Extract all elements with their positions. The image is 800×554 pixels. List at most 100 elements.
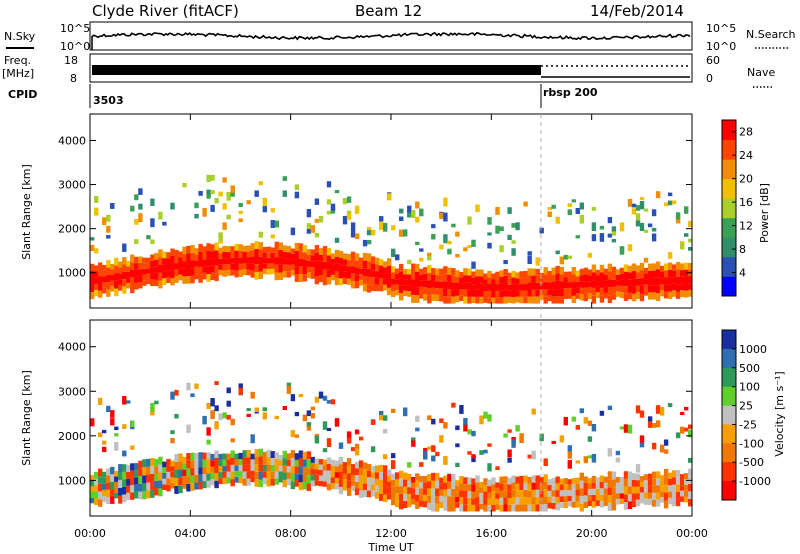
heatmap-cell <box>499 504 504 512</box>
heatmap-cell <box>330 483 336 490</box>
heatmap-cell <box>527 497 532 505</box>
heatmap-cell <box>571 416 576 422</box>
heatmap-cell <box>411 477 416 483</box>
heatmap-cell <box>579 503 584 512</box>
heatmap-cell <box>370 270 376 278</box>
heatmap-cell <box>627 265 633 273</box>
heatmap-cell <box>403 279 408 286</box>
heatmap-cell <box>366 470 372 478</box>
heatmap-cell <box>258 464 263 472</box>
heatmap-cell <box>242 471 247 479</box>
heatmap-cell <box>619 267 625 274</box>
heatmap-cell <box>338 464 344 472</box>
heatmap-cell <box>350 281 356 289</box>
heatmap-cell <box>519 490 524 498</box>
heatmap-cell <box>471 277 476 285</box>
heatmap-cell <box>334 477 340 484</box>
heatmap-cell <box>423 501 428 508</box>
heatmap-cell <box>459 504 464 512</box>
heatmap-cell <box>547 295 552 302</box>
heatmap-cell <box>130 445 135 450</box>
heatmap-cell <box>615 291 621 297</box>
heatmap-cell <box>374 264 380 272</box>
heatmap-cell <box>451 289 456 297</box>
heatmap-cell <box>206 243 211 251</box>
heatmap-cell <box>226 400 231 407</box>
heatmap-cell <box>407 280 412 286</box>
heatmap-cell <box>234 270 239 278</box>
heatmap-cell <box>214 197 219 204</box>
heatmap-cell <box>310 261 316 268</box>
heatmap-cell <box>483 478 488 485</box>
heatmap-cell <box>395 254 400 261</box>
heatmap-cell <box>571 501 576 508</box>
cpid-seg-1: 3503 <box>93 94 124 107</box>
heatmap-cell <box>475 269 480 277</box>
heatmap-cell <box>246 450 251 458</box>
heatmap-cell <box>571 281 576 289</box>
heatmap-cell <box>567 501 572 507</box>
heatmap-cell <box>182 246 187 255</box>
heatmap-cell <box>531 296 536 304</box>
heatmap-cell <box>110 481 115 490</box>
heatmap-cell <box>274 415 279 420</box>
heatmap-cell <box>318 248 324 255</box>
heatmap-cell <box>591 501 597 508</box>
heatmap-cell <box>603 268 609 275</box>
heatmap-cell <box>527 477 532 484</box>
heatmap-cell <box>322 253 328 262</box>
heatmap-cell <box>202 272 207 280</box>
heatmap-cell <box>138 256 143 263</box>
heatmap-cell <box>471 284 476 291</box>
heatmap-cell <box>206 193 211 199</box>
heatmap-cell <box>619 498 625 505</box>
heatmap-cell <box>106 267 111 275</box>
heatmap-cell <box>451 282 456 290</box>
heatmap-cell <box>495 498 500 505</box>
heatmap-cell <box>667 192 673 197</box>
heatmap-cell <box>174 454 179 462</box>
heatmap-cell <box>599 295 605 303</box>
heatmap-cell <box>527 268 532 276</box>
heatmap-cell <box>274 452 279 459</box>
heatmap-cell <box>595 286 601 293</box>
heatmap-cell <box>659 491 665 498</box>
heatmap-cell <box>274 264 279 273</box>
heatmap-cell <box>499 497 504 505</box>
heatmap-cell <box>322 395 328 401</box>
power-heatmap <box>90 174 693 304</box>
heatmap-cell <box>475 289 480 297</box>
heatmap-cell <box>302 451 308 460</box>
heatmap-cell <box>286 246 292 253</box>
heatmap-cell <box>306 475 312 484</box>
heatmap-cell <box>495 297 500 304</box>
heatmap-cell <box>599 280 605 288</box>
heatmap-cell <box>210 479 215 486</box>
heatmap-cell <box>639 262 645 271</box>
heatmap-cell <box>258 264 263 272</box>
heatmap-cell <box>459 490 464 498</box>
heatmap-cell <box>134 463 139 471</box>
heatmap-cell <box>639 201 645 210</box>
heatmap-cell <box>483 491 488 499</box>
heatmap-cell <box>383 273 388 279</box>
heatmap-cell <box>383 222 388 232</box>
colorbar-cell <box>722 330 736 350</box>
heatmap-cell <box>491 491 496 498</box>
heatmap-cell <box>270 268 275 275</box>
heatmap-cell <box>539 490 544 498</box>
heatmap-cell <box>647 486 653 493</box>
heatmap-cell <box>326 457 332 464</box>
heatmap-cell <box>435 281 440 288</box>
heatmap-cell <box>680 485 685 491</box>
heatmap-cell <box>198 267 203 275</box>
heatmap-cell <box>535 489 540 498</box>
heatmap-cell <box>439 294 444 302</box>
heatmap-cell <box>106 289 111 297</box>
heatmap-cell <box>555 216 560 224</box>
heatmap-cell <box>511 482 516 490</box>
heatmap-cell <box>162 467 167 473</box>
heatmap-cell <box>258 242 263 250</box>
heatmap-cell <box>350 447 356 452</box>
heatmap-cell <box>294 434 300 438</box>
